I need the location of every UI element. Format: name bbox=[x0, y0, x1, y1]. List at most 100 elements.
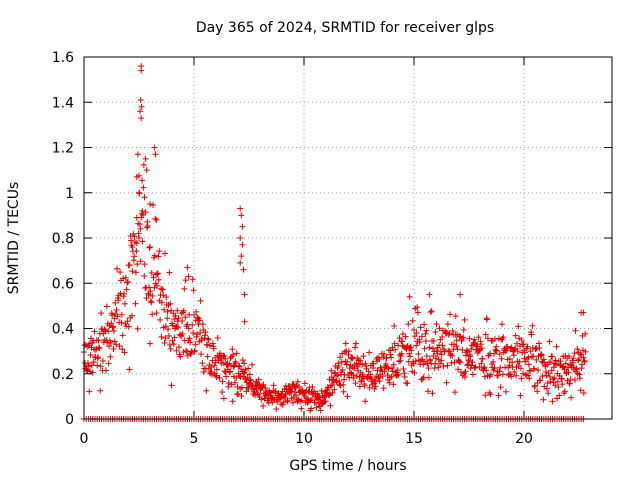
data-point bbox=[273, 406, 280, 413]
data-point bbox=[180, 307, 187, 314]
data-point bbox=[205, 336, 212, 343]
data-point bbox=[239, 241, 246, 248]
data-point bbox=[110, 345, 117, 352]
data-point bbox=[190, 330, 197, 337]
data-point bbox=[237, 205, 244, 212]
data-point bbox=[242, 366, 249, 373]
data-point bbox=[138, 67, 145, 74]
data-point bbox=[122, 274, 129, 281]
data-point bbox=[339, 367, 346, 374]
data-point bbox=[262, 385, 269, 392]
data-point bbox=[214, 334, 221, 341]
data-point bbox=[353, 373, 360, 380]
data-point bbox=[145, 291, 152, 298]
data-point bbox=[138, 210, 145, 217]
data-point bbox=[496, 368, 503, 375]
data-point bbox=[223, 373, 230, 380]
data-point bbox=[374, 354, 381, 361]
data-point bbox=[415, 351, 422, 358]
data-point bbox=[176, 331, 183, 338]
data-point bbox=[421, 321, 428, 328]
data-point bbox=[379, 373, 386, 380]
data-point bbox=[409, 317, 416, 324]
data-point bbox=[488, 371, 494, 378]
data-point bbox=[478, 360, 485, 367]
data-point bbox=[95, 354, 102, 361]
data-point bbox=[471, 336, 478, 343]
data-point bbox=[481, 364, 488, 371]
data-point bbox=[202, 329, 209, 336]
data-point bbox=[353, 360, 360, 367]
data-point bbox=[128, 312, 135, 319]
data-point bbox=[144, 223, 151, 230]
data-point bbox=[459, 346, 466, 353]
data-point bbox=[455, 358, 462, 365]
data-point bbox=[546, 338, 553, 345]
data-point bbox=[378, 366, 385, 373]
data-point bbox=[408, 347, 415, 354]
data-point bbox=[411, 326, 417, 333]
data-point bbox=[356, 383, 363, 390]
data-point bbox=[165, 332, 172, 339]
data-series bbox=[81, 63, 589, 422]
data-point bbox=[390, 381, 397, 388]
data-point bbox=[155, 253, 162, 260]
data-point bbox=[499, 321, 505, 328]
data-point bbox=[173, 347, 180, 354]
data-point bbox=[349, 355, 356, 362]
data-point bbox=[574, 346, 581, 353]
data-point bbox=[426, 344, 433, 351]
data-point bbox=[163, 293, 170, 300]
data-point bbox=[174, 307, 181, 314]
data-point bbox=[158, 299, 165, 306]
data-point bbox=[239, 357, 246, 364]
data-point bbox=[559, 381, 566, 388]
data-point bbox=[245, 365, 252, 372]
data-point bbox=[204, 353, 211, 360]
data-point bbox=[566, 380, 573, 387]
data-point bbox=[513, 340, 520, 347]
data-point bbox=[197, 297, 204, 304]
data-point bbox=[164, 315, 171, 322]
data-point bbox=[391, 322, 398, 329]
data-point bbox=[460, 326, 467, 333]
data-point bbox=[457, 359, 464, 366]
data-point bbox=[521, 355, 528, 362]
data-point bbox=[119, 332, 126, 339]
data-point bbox=[121, 290, 128, 297]
data-point bbox=[543, 385, 550, 392]
data-point bbox=[474, 343, 481, 350]
data-point bbox=[388, 373, 395, 380]
data-point bbox=[309, 383, 316, 390]
data-point bbox=[121, 300, 128, 307]
data-point bbox=[511, 368, 518, 375]
data-point bbox=[518, 375, 525, 382]
data-point bbox=[471, 365, 478, 372]
data-point bbox=[337, 354, 344, 361]
data-point bbox=[182, 314, 189, 321]
y-tick-label: 1.2 bbox=[52, 141, 74, 157]
data-point bbox=[219, 389, 226, 396]
data-point bbox=[356, 361, 362, 368]
data-point bbox=[460, 334, 467, 341]
data-point bbox=[198, 351, 205, 358]
data-point bbox=[139, 238, 146, 245]
data-point bbox=[359, 361, 366, 368]
data-point bbox=[561, 388, 568, 395]
data-point bbox=[113, 341, 120, 348]
data-point bbox=[241, 291, 248, 298]
data-point bbox=[400, 331, 406, 338]
data-point bbox=[131, 233, 138, 240]
data-point bbox=[551, 375, 558, 382]
data-point bbox=[344, 393, 351, 400]
data-point bbox=[517, 392, 524, 399]
data-point bbox=[346, 374, 353, 381]
data-point bbox=[119, 346, 126, 353]
data-point bbox=[237, 235, 244, 241]
data-point bbox=[425, 388, 432, 395]
data-point bbox=[172, 312, 179, 319]
data-point bbox=[412, 358, 419, 365]
data-point bbox=[170, 341, 177, 348]
data-point bbox=[149, 311, 156, 318]
data-point bbox=[142, 155, 149, 162]
